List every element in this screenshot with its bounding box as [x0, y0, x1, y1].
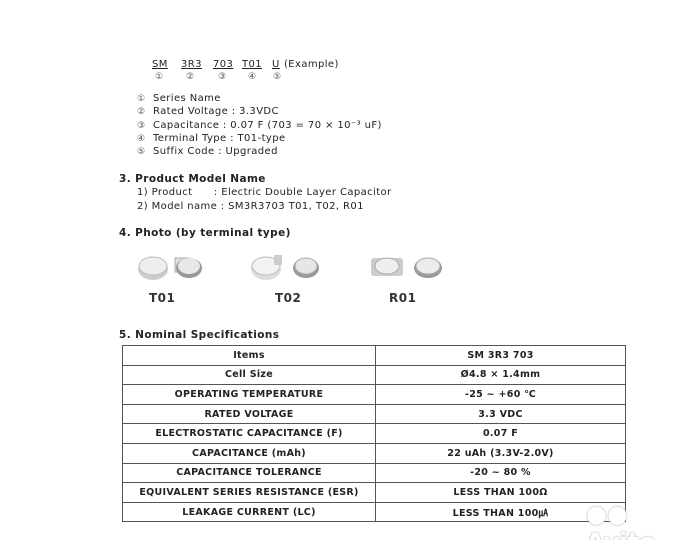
legend-marker: ③: [137, 121, 146, 131]
spec-value: 0.07 F: [375, 423, 626, 444]
legend-item: Rated Voltage : 3.3VDC: [153, 106, 279, 117]
spec-name: CAPACITANCE TOLERANCE: [122, 462, 376, 484]
legend-marker: ②: [137, 107, 146, 117]
marker-3: ③: [218, 72, 227, 82]
spec-name: LEAKAGE CURRENT (LC): [122, 501, 376, 523]
spec-value: -25 ~ +60 ℃: [375, 384, 626, 405]
section5-title: 5. Nominal Specifications: [119, 329, 280, 341]
spec-value: 3.3 VDC: [375, 403, 626, 425]
table-row: CAPACITANCE TOLERANCE -20 ~ 80 %: [122, 462, 626, 484]
photo-label-t02: T02: [275, 291, 302, 305]
header-cell-model: SM 3R3 703: [375, 345, 626, 366]
marker-4: ④: [248, 72, 257, 82]
spec-name: EQUIVALENT SERIES RESISTANCE (ESR): [122, 482, 376, 503]
capacitor-photo-r01: [371, 257, 442, 278]
spec-name: RATED VOLTAGE: [122, 403, 376, 425]
section4-title: 4. Photo (by terminal type): [119, 227, 291, 239]
section3-title: 3. Product Model Name: [119, 173, 266, 185]
code-part-suffix: U: [272, 59, 280, 70]
legend-marker: ④: [137, 134, 146, 144]
code-part-capacitance: 703: [213, 59, 234, 70]
spec-name: CAPACITANCE (mAh): [122, 442, 376, 464]
table-row: LEAKAGE CURRENT (LC) LESS THAN 100㎂: [122, 501, 626, 523]
table-row: Cell Size Ø4.8 × 1.4mm: [122, 364, 626, 386]
spec-name: Cell Size: [122, 364, 376, 386]
table-row: RATED VOLTAGE 3.3 VDC: [122, 403, 626, 425]
table-row: ELECTROSTATIC CAPACITANCE (F) 0.07 F: [122, 423, 626, 444]
model-name-line: 2) Model name : SM3R3703 T01, T02, R01: [137, 201, 364, 212]
code-part-series: SM: [152, 59, 168, 70]
spec-name: ELECTROSTATIC CAPACITANCE (F): [122, 423, 376, 444]
spec-table: Items SM 3R3 703 Cell Size Ø4.8 × 1.4mm O…: [122, 345, 626, 523]
legend-item: Capacitance : 0.07 F (703 = 70 × 10⁻³ uF…: [153, 120, 382, 131]
legend-marker: ⑤: [137, 147, 146, 157]
code-part-voltage: 3R3: [181, 59, 202, 70]
spec-value: LESS THAN 100㎂: [375, 501, 626, 523]
spec-name: OPERATING TEMPERATURE: [122, 384, 376, 405]
product-line: 1) Product : Electric Double Layer Capac…: [137, 187, 392, 198]
spec-value: -20 ~ 80 %: [375, 462, 626, 484]
code-example-label: (Example): [284, 59, 339, 70]
legend-item: Series Name: [153, 93, 221, 104]
table-row: EQUIVALENT SERIES RESISTANCE (ESR) LESS T…: [122, 482, 626, 503]
spec-value: Ø4.8 × 1.4mm: [375, 364, 626, 386]
capacitor-photo-t02: [251, 255, 319, 280]
marker-5: ⑤: [273, 72, 282, 82]
avito-watermark-logo: ●● Avito: [586, 500, 656, 540]
photo-label-t01: T01: [149, 291, 176, 305]
capacitor-photo-t01: [138, 256, 202, 280]
table-row: CAPACITANCE (mAh) 22 uAh (3.3V-2.0V): [122, 442, 626, 464]
marker-1: ①: [155, 72, 164, 82]
legend-marker: ①: [137, 94, 146, 104]
photo-label-r01: R01: [389, 291, 417, 305]
header-cell-items: Items: [122, 345, 376, 366]
table-header-row: Items SM 3R3 703: [122, 345, 626, 366]
code-part-terminal: T01: [242, 59, 263, 70]
table-row: OPERATING TEMPERATURE -25 ~ +60 ℃: [122, 384, 626, 405]
legend-item: Terminal Type : T01-type: [153, 133, 286, 144]
legend-item: Suffix Code : Upgraded: [153, 146, 278, 157]
marker-2: ②: [186, 72, 195, 82]
spec-value: 22 uAh (3.3V-2.0V): [375, 442, 626, 464]
